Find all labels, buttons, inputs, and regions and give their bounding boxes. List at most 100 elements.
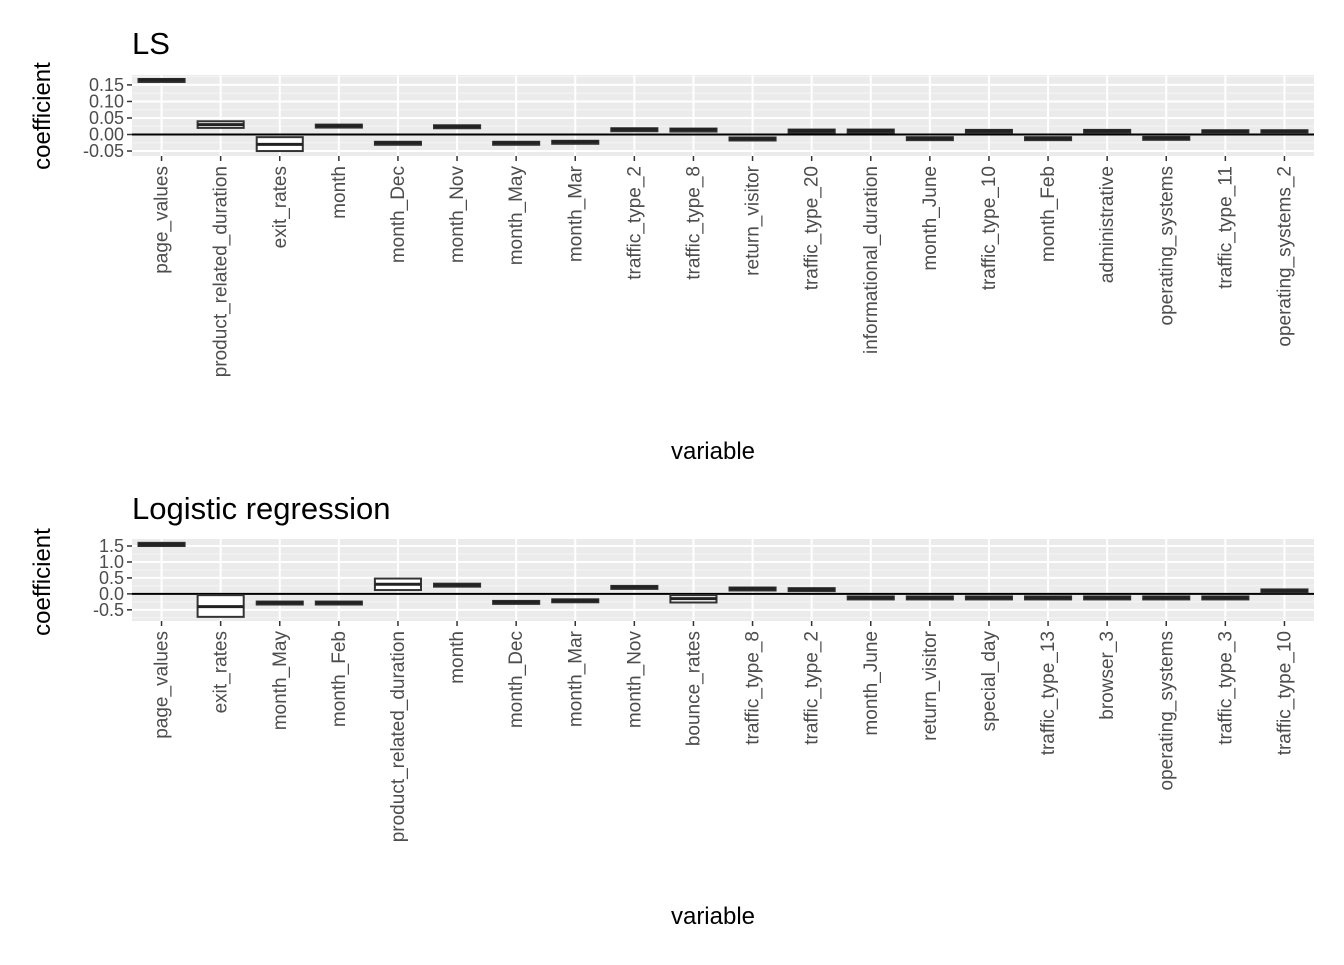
x-tick-label-operating_systems_2: operating_systems_2 bbox=[1274, 166, 1295, 347]
x-tick-label-traffic_type_13: traffic_type_13 bbox=[1038, 631, 1059, 755]
y-tick-label: 0.15 bbox=[89, 75, 124, 95]
plot-background bbox=[132, 75, 1314, 156]
panel-title: LS bbox=[132, 26, 170, 61]
box-exit_rates bbox=[196, 594, 245, 618]
box-month_June bbox=[905, 136, 954, 142]
x-tick-label-informational_duration: informational_duration bbox=[861, 166, 882, 354]
x-tick-label-page_values: page_values bbox=[152, 166, 173, 274]
x-tick-label-page_values: page_values bbox=[152, 631, 173, 739]
x-tick-label-bounce_rates: bounce_rates bbox=[683, 631, 704, 746]
x-tick-label-month_Nov: month_Nov bbox=[624, 631, 645, 729]
box-traffic_type_8 bbox=[669, 127, 718, 133]
y-axis-label: coefficient bbox=[29, 62, 56, 170]
box-traffic_type_13 bbox=[1024, 595, 1073, 601]
x-tick-label-exit_rates: exit_rates bbox=[270, 166, 291, 248]
box-traffic_type_20 bbox=[787, 128, 836, 134]
x-tick-label-exit_rates: exit_rates bbox=[211, 631, 232, 713]
box-month_June bbox=[846, 595, 895, 601]
box-traffic_type_8 bbox=[728, 586, 777, 592]
y-tick-label: 0.05 bbox=[89, 108, 124, 128]
box-product_related_duration bbox=[196, 120, 245, 129]
x-tick-label-month_June: month_June bbox=[861, 631, 882, 736]
box-product_related_duration bbox=[373, 577, 422, 592]
x-tick-label-product_related_duration: product_related_duration bbox=[388, 631, 409, 842]
x-tick-label-month: month bbox=[447, 631, 468, 684]
x-tick-label-product_related_duration: product_related_duration bbox=[211, 166, 232, 377]
box-page_values bbox=[137, 541, 186, 548]
x-tick-label-traffic_type_11: traffic_type_11 bbox=[1215, 166, 1236, 289]
box-month_Nov bbox=[610, 584, 659, 590]
x-tick-label-month: month bbox=[329, 166, 350, 219]
box-traffic_type_3 bbox=[1201, 595, 1250, 601]
box-month_May bbox=[255, 600, 304, 606]
box-month_Mar bbox=[551, 139, 600, 145]
box-month bbox=[433, 582, 482, 588]
y-axis-label: coefficient bbox=[29, 528, 56, 636]
x-tick-label-month_Mar: month_Mar bbox=[565, 165, 586, 262]
x-tick-label-traffic_type_3: traffic_type_3 bbox=[1215, 631, 1236, 745]
box-bounce_rates bbox=[669, 594, 718, 604]
box-operating_systems_2 bbox=[1260, 129, 1309, 135]
box-exit_rates bbox=[255, 136, 304, 153]
box-traffic_type_10 bbox=[1260, 588, 1309, 594]
x-tick-label-traffic_type_8: traffic_type_8 bbox=[683, 166, 704, 280]
x-tick-label-browser_3: browser_3 bbox=[1097, 631, 1118, 720]
box-operating_systems bbox=[1142, 135, 1191, 141]
y-tick-label: 0.5 bbox=[99, 568, 124, 588]
y-tick-label: -0.5 bbox=[93, 600, 124, 620]
panel-title: Logistic regression bbox=[132, 491, 390, 526]
box-traffic_type_11 bbox=[1201, 129, 1250, 135]
x-tick-label-operating_systems: operating_systems bbox=[1156, 166, 1177, 325]
y-tick-label: 0.10 bbox=[89, 91, 124, 111]
x-tick-label-month_May: month_May bbox=[270, 631, 291, 731]
box-month_Dec bbox=[492, 599, 541, 605]
box-month_Feb bbox=[314, 600, 363, 606]
box-special_day bbox=[964, 595, 1013, 601]
x-tick-label-traffic_type_8: traffic_type_8 bbox=[743, 631, 764, 745]
box-return_visitor bbox=[728, 136, 777, 142]
x-tick-label-month_May: month_May bbox=[506, 166, 527, 266]
x-tick-label-month_Nov: month_Nov bbox=[447, 166, 468, 264]
x-tick-label-month_Mar: month_Mar bbox=[565, 630, 586, 727]
x-tick-label-traffic_type_2: traffic_type_2 bbox=[624, 166, 645, 280]
y-tick-label: 1.5 bbox=[99, 536, 124, 556]
panel-2: -0.50.00.51.01.5 page_values exit_rates mon… bbox=[29, 491, 1314, 930]
box-month_Dec bbox=[373, 140, 422, 146]
box-return_visitor bbox=[905, 595, 954, 601]
x-axis-label: variable bbox=[671, 438, 755, 465]
box-administrative bbox=[1083, 128, 1132, 134]
x-tick-label-traffic_type_10: traffic_type_10 bbox=[979, 166, 1000, 290]
box-traffic_type_10 bbox=[964, 128, 1013, 134]
x-tick-label-traffic_type_10: traffic_type_10 bbox=[1274, 631, 1295, 755]
x-tick-label-month_Feb: month_Feb bbox=[1038, 166, 1059, 262]
x-tick-label-special_day: special_day bbox=[979, 630, 1000, 731]
y-tick-label: 0.0 bbox=[99, 584, 124, 604]
y-tick-label: 1.0 bbox=[99, 552, 124, 572]
x-tick-label-month_Dec: month_Dec bbox=[388, 166, 409, 263]
x-tick-label-traffic_type_20: traffic_type_20 bbox=[802, 166, 823, 290]
y-tick-label: -0.05 bbox=[83, 141, 124, 161]
x-tick-label-month_June: month_June bbox=[920, 166, 941, 271]
x-tick-label-administrative: administrative bbox=[1097, 166, 1118, 283]
x-tick-label-month_Dec: month_Dec bbox=[506, 631, 527, 728]
box-informational_duration bbox=[846, 128, 895, 134]
box-traffic_type_2 bbox=[787, 587, 836, 593]
x-tick-label-return_visitor: return_visitor bbox=[743, 165, 764, 275]
box-browser_3 bbox=[1083, 595, 1132, 601]
box-operating_systems bbox=[1142, 595, 1191, 601]
x-tick-label-traffic_type_2: traffic_type_2 bbox=[802, 631, 823, 745]
box-month bbox=[314, 123, 363, 129]
box-month_Mar bbox=[551, 598, 600, 604]
box-traffic_type_2 bbox=[610, 127, 659, 133]
box-month_Nov bbox=[433, 124, 482, 130]
y-tick-label: 0.00 bbox=[89, 125, 124, 145]
box-month_Feb bbox=[1024, 136, 1073, 142]
box-month_May bbox=[492, 140, 541, 146]
x-tick-label-month_Feb: month_Feb bbox=[329, 631, 350, 727]
plot-background bbox=[132, 539, 1314, 621]
x-axis-label: variable bbox=[671, 903, 755, 930]
panel-1: -0.050.000.050.100.15 page_values product_… bbox=[29, 26, 1314, 465]
box-page_values bbox=[137, 77, 186, 83]
